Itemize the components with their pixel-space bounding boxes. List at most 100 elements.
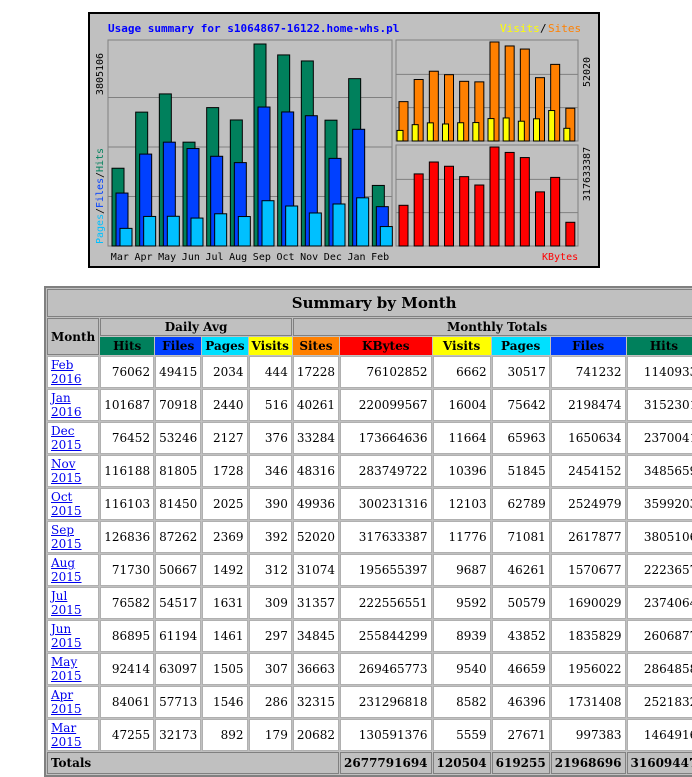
month-link[interactable]: Aug 2015 <box>51 556 82 584</box>
kbytes-bar <box>444 165 454 247</box>
legend-left-item: / <box>95 172 106 178</box>
table-cell: 50579 <box>491 587 550 619</box>
table-cell: 312 <box>248 554 292 586</box>
month-link[interactable]: Jan 2016 <box>51 391 82 419</box>
table-cell: 20682 <box>292 719 340 751</box>
usage-graph: Usage summary for s1064867-16122.home-wh… <box>88 12 600 268</box>
month-cell: Jun 2015 <box>47 620 100 652</box>
month-tick-label: Dec <box>324 252 342 263</box>
table-cell: 1546 <box>202 686 248 718</box>
table-cell: 1461 <box>202 620 248 652</box>
monthly-totals-header: Monthly Totals <box>292 318 692 336</box>
visits-bar <box>472 122 480 142</box>
table-cell: 116103 <box>100 488 155 520</box>
table-cell: 11776 <box>432 521 491 553</box>
table-cell: 2369 <box>202 521 248 553</box>
legend-visits: Visits <box>500 22 540 35</box>
column-header-visits: Visits <box>432 337 491 355</box>
visits-bar <box>517 120 525 142</box>
table-cell: 2617877 <box>550 521 626 553</box>
table-cell: 52020 <box>292 521 340 553</box>
legend-sites: Sites <box>548 22 581 35</box>
pages-bar <box>143 215 157 247</box>
table-cell: 8582 <box>432 686 491 718</box>
table-cell: 297 <box>248 620 292 652</box>
month-link[interactable]: Nov 2015 <box>51 457 82 485</box>
month-tick-label: Jul <box>205 252 223 263</box>
table-cell: 222556551 <box>340 587 432 619</box>
month-link[interactable]: Mar 2015 <box>51 721 82 749</box>
month-link[interactable]: Jul 2015 <box>51 589 82 617</box>
table-cell: 43852 <box>491 620 550 652</box>
column-header-files: Files <box>550 337 626 355</box>
month-cell: May 2015 <box>47 653 100 685</box>
table-cell: 46261 <box>491 554 550 586</box>
month-tick-label: May <box>158 252 176 263</box>
column-header-pages: Pages <box>202 337 248 355</box>
table-row: Mar 2015 47255 32173 892 179 20682 130591376 55… <box>47 719 692 751</box>
table-cell: 6662 <box>432 356 491 388</box>
table-cell: 76102852 <box>340 356 432 388</box>
max-hits-label: 3805106 <box>95 53 106 95</box>
table-cell: 47255 <box>100 719 155 751</box>
table-cell: 516 <box>248 389 292 421</box>
month-link[interactable]: Apr 2015 <box>51 688 82 716</box>
month-link[interactable]: Sep 2015 <box>51 523 82 551</box>
kbytes-bar <box>474 184 485 247</box>
visits-bar <box>502 117 510 142</box>
month-link[interactable]: Dec 2015 <box>51 424 82 452</box>
month-tick-label: Nov <box>300 252 318 263</box>
table-cell: 46396 <box>491 686 550 718</box>
totals-cell: 31609447 <box>626 752 692 774</box>
month-link[interactable]: Feb 2016 <box>51 358 82 386</box>
table-cell: 179 <box>248 719 292 751</box>
table-cell: 2374064 <box>626 587 692 619</box>
table-cell: 11664 <box>432 422 491 454</box>
table-cell: 32315 <box>292 686 340 718</box>
table-cell: 71081 <box>491 521 550 553</box>
table-row: Feb 2016 76062 49415 2034 444 17228 76102852 66… <box>47 356 692 388</box>
table-cell: 1140933 <box>626 356 692 388</box>
table-cell: 3152301 <box>626 389 692 421</box>
column-header-sites: Sites <box>292 337 340 355</box>
table-cell: 76582 <box>100 587 155 619</box>
table-cell: 75642 <box>491 389 550 421</box>
table-cell: 49936 <box>292 488 340 520</box>
month-link[interactable]: Jun 2015 <box>51 622 82 650</box>
table-cell: 173664636 <box>340 422 432 454</box>
table-cell: 49415 <box>155 356 202 388</box>
totals-cell: 2677791694 <box>340 752 432 774</box>
sites-bar <box>565 107 576 142</box>
table-cell: 2198474 <box>550 389 626 421</box>
month-cell: Jul 2015 <box>47 587 100 619</box>
column-header-pages: Pages <box>491 337 550 355</box>
table-row: Jul 2015 76582 54517 1631 309 31357 222556551 9… <box>47 587 692 619</box>
table-cell: 3599203 <box>626 488 692 520</box>
table-cell: 16004 <box>432 389 491 421</box>
table-cell: 81805 <box>155 455 202 487</box>
sites-panel <box>395 39 579 142</box>
table-cell: 8939 <box>432 620 491 652</box>
month-link[interactable]: Oct 2015 <box>51 490 82 518</box>
pages-bar <box>119 227 133 247</box>
table-cell: 48316 <box>292 455 340 487</box>
table-cell: 76452 <box>100 422 155 454</box>
month-link[interactable]: May 2015 <box>51 655 82 683</box>
table-cell: 3485659 <box>626 455 692 487</box>
month-cell: Nov 2015 <box>47 455 100 487</box>
table-cell: 2370041 <box>626 422 692 454</box>
table-cell: 46659 <box>491 653 550 685</box>
pages-bar <box>379 226 393 247</box>
table-cell: 31357 <box>292 587 340 619</box>
table-cell: 9592 <box>432 587 491 619</box>
table-cell: 17228 <box>292 356 340 388</box>
table-cell: 2034 <box>202 356 248 388</box>
table-cell: 741232 <box>550 356 626 388</box>
table-cell: 40261 <box>292 389 340 421</box>
column-header-row: Hits Files Pages Visits Sites KBytes Visits Pag… <box>47 337 692 355</box>
column-header-visits: Visits <box>248 337 292 355</box>
table-cell: 63097 <box>155 653 202 685</box>
table-cell: 283749722 <box>340 455 432 487</box>
max-sites-label: 52020 <box>582 57 593 87</box>
visits-bar <box>563 127 571 142</box>
